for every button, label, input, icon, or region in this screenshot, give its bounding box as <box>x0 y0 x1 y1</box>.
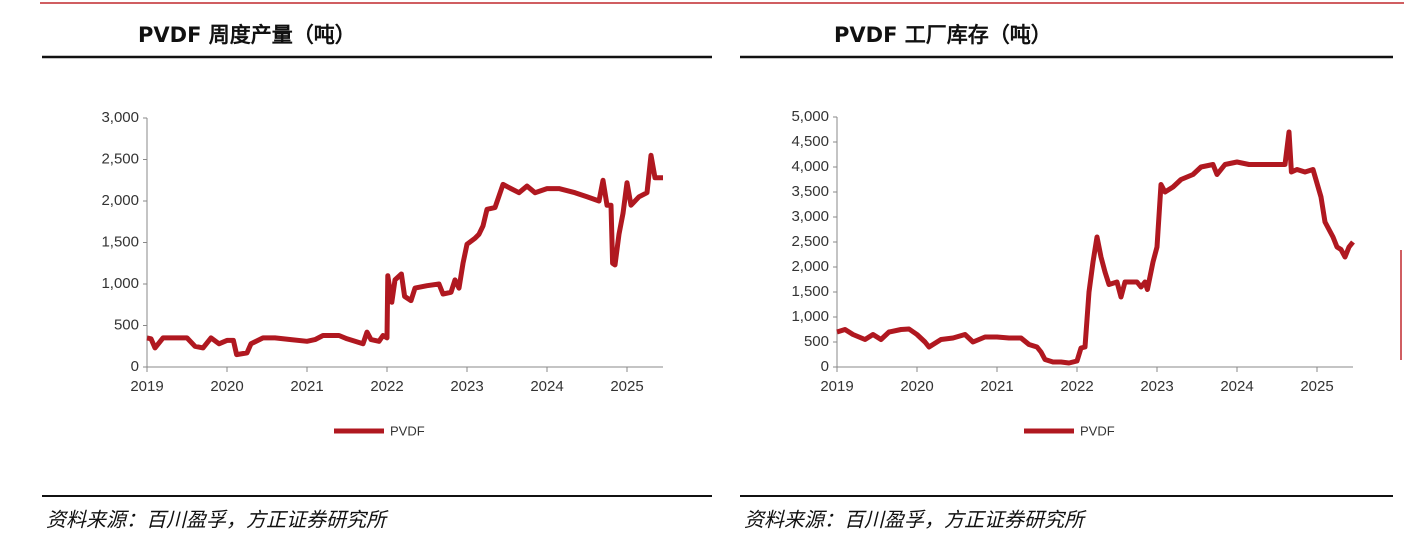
x-tick-label: 2024 <box>530 378 563 395</box>
source: 资料来源：百川盈孚，方正证券研究所 <box>46 508 389 532</box>
y-tick-label: 3,000 <box>791 208 829 225</box>
source: 资料来源：百川盈孚，方正证券研究所 <box>744 508 1087 532</box>
x-tick-label: 2019 <box>130 378 163 395</box>
y-tick-label: 2,000 <box>791 258 829 275</box>
chart-title: PVDF 周度产量（吨） <box>138 23 356 47</box>
x-tick-label: 2023 <box>450 378 483 395</box>
x-tick-label: 2025 <box>610 378 643 395</box>
y-tick-label: 1,500 <box>791 283 829 300</box>
y-tick-label: 4,000 <box>791 158 829 175</box>
y-tick-label: 0 <box>821 358 829 375</box>
data-line <box>836 129 1355 366</box>
y-tick-label: 2,500 <box>101 150 139 167</box>
x-tick-label: 2024 <box>1220 378 1253 395</box>
x-tick-label: 2025 <box>1300 378 1333 395</box>
y-tick-label: 0 <box>131 358 139 375</box>
x-tick-label: 2020 <box>900 378 933 395</box>
y-tick-label: 3,000 <box>101 109 139 126</box>
x-tick-label: 2023 <box>1140 378 1173 395</box>
y-tick-label: 2,000 <box>101 192 139 209</box>
y-tick-label: 500 <box>804 333 829 350</box>
x-tick-label: 2021 <box>980 378 1013 395</box>
y-tick-label: 1,000 <box>791 308 829 325</box>
y-tick-label: 1,000 <box>101 275 139 292</box>
legend-label: PVDF <box>390 423 425 438</box>
x-tick-label: 2020 <box>210 378 243 395</box>
y-tick-label: 4,500 <box>791 133 829 150</box>
x-tick-label: 2021 <box>290 378 323 395</box>
y-tick-label: 1,500 <box>101 233 139 250</box>
y-tick-label: 500 <box>114 316 139 333</box>
x-tick-label: 2019 <box>820 378 853 395</box>
y-tick-label: 3,500 <box>791 183 829 200</box>
data-line <box>146 152 663 358</box>
y-tick-label: 5,000 <box>791 108 829 125</box>
y-tick-label: 2,500 <box>791 233 829 250</box>
x-tick-label: 2022 <box>370 378 403 395</box>
chart-title: PVDF 工厂库存（吨） <box>834 23 1052 47</box>
x-tick-label: 2022 <box>1060 378 1093 395</box>
legend-label: PVDF <box>1080 423 1115 438</box>
